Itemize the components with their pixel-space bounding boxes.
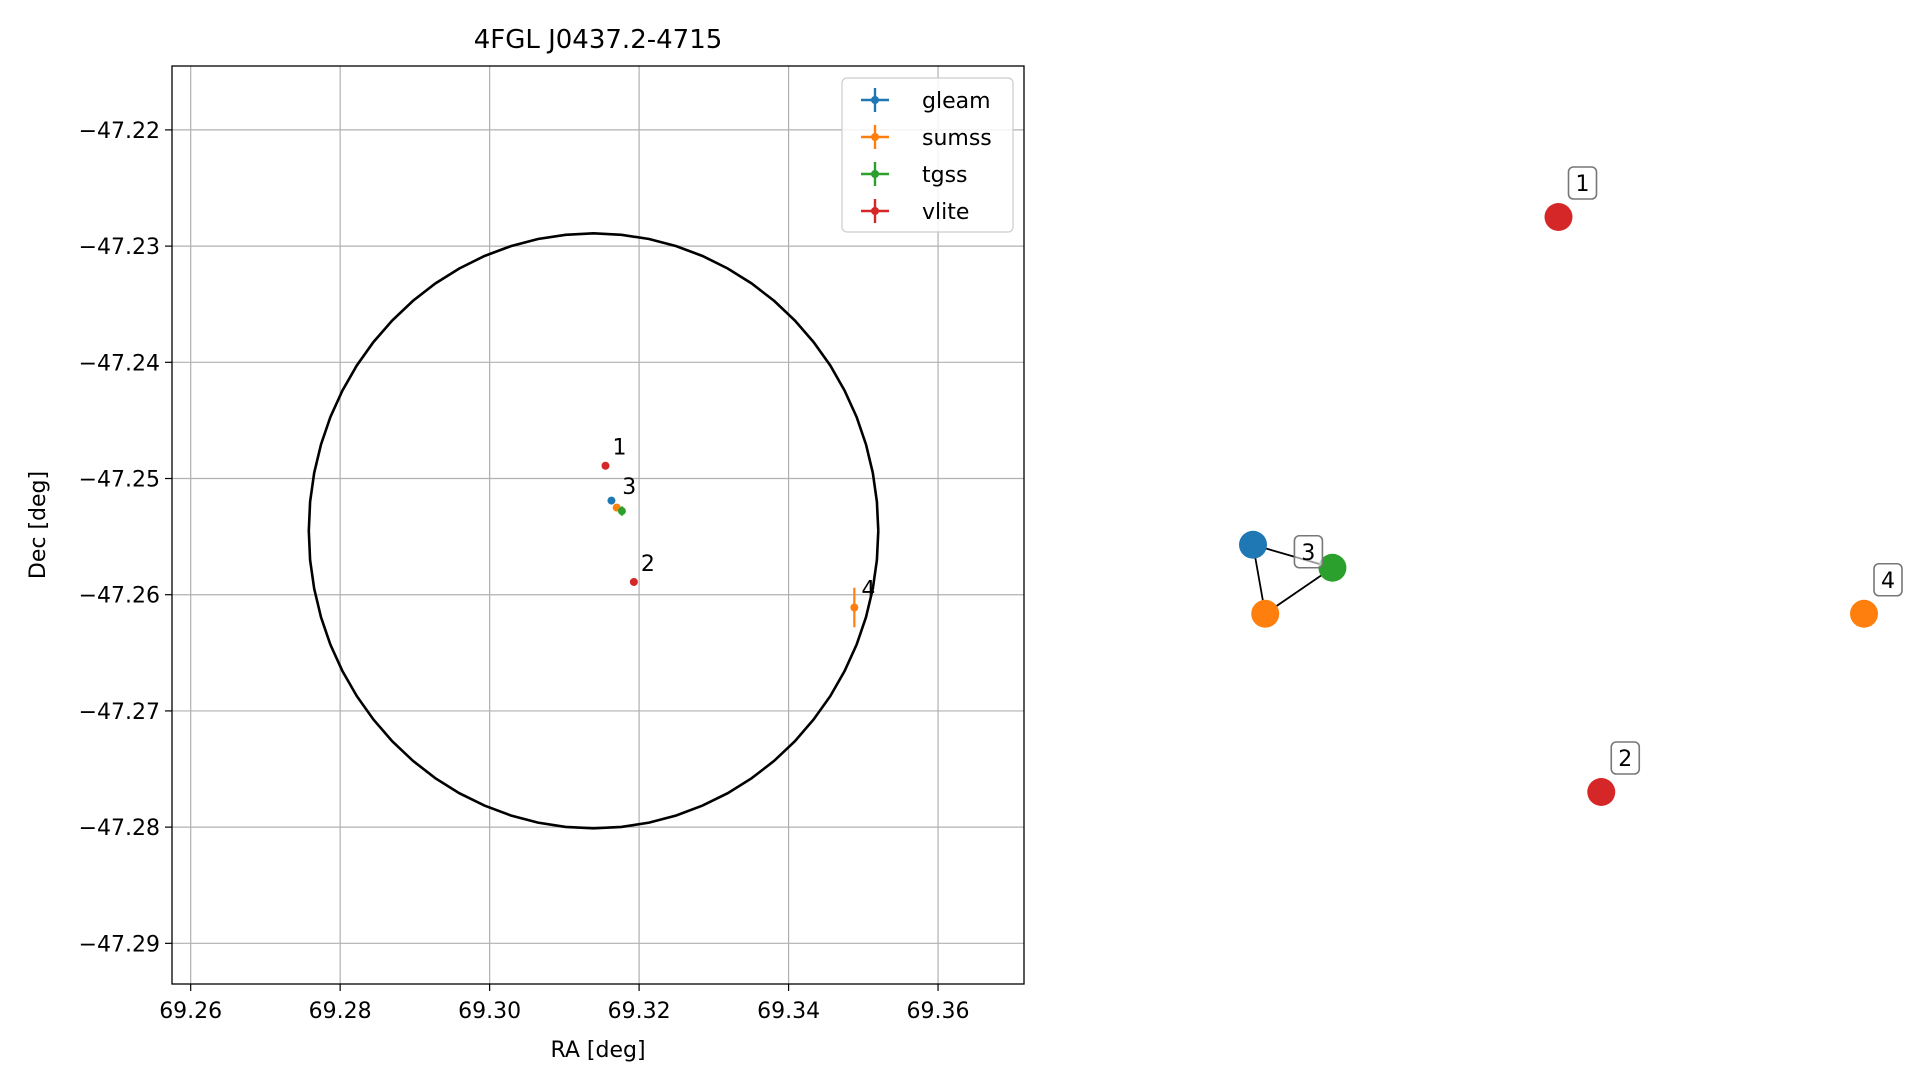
- y-tick-label: −47.24: [79, 351, 160, 376]
- legend-label: sumss: [922, 126, 992, 151]
- y-tick-label: −47.23: [79, 235, 160, 260]
- chart-title: 4FGL J0437.2-4715: [474, 25, 723, 55]
- legend-dot: [871, 96, 879, 104]
- graph-node-vlite-2: [1587, 778, 1616, 806]
- graph-label: 2: [1610, 741, 1641, 775]
- sumss-point: [850, 587, 859, 628]
- scatter-plot: 1 3 2 4 69.26 69.28 69.30 69.32 69.34 69.36 −47.…: [26, 25, 1025, 1063]
- x-tick-label: 69.30: [458, 999, 521, 1024]
- point-annotation: 4: [861, 578, 875, 603]
- x-tick-label: 69.32: [608, 999, 671, 1024]
- graph-label-box: [1567, 166, 1598, 200]
- y-axis-label: Dec [deg]: [26, 471, 51, 579]
- localization-ellipse: [307, 231, 880, 830]
- marker: [850, 603, 859, 612]
- network-graph: 1 3 4 2: [1239, 166, 1903, 806]
- legend: gleam sumss tgss vlite: [841, 77, 1014, 233]
- legend-dot: [871, 170, 879, 178]
- x-tick-label: 69.28: [309, 999, 372, 1024]
- legend-dot: [871, 133, 879, 141]
- y-tick-label: −47.26: [79, 584, 160, 609]
- legend-box: [841, 77, 1014, 233]
- graph-label: 3: [1293, 534, 1324, 569]
- point-annotation: 3: [622, 475, 636, 500]
- point-annotations: 1 3 2 4: [612, 436, 875, 603]
- legend-entry-tgss: tgss: [861, 162, 968, 188]
- graph-label-text: 3: [1301, 541, 1315, 566]
- graph-node-sumss-3: [1251, 599, 1280, 628]
- graph-node-vlite-1: [1544, 203, 1573, 231]
- legend-entry-sumss: sumss: [861, 125, 992, 151]
- y-tick-label: −47.27: [79, 700, 160, 725]
- point-annotation: 2: [641, 552, 655, 577]
- graph-label-text: 1: [1576, 172, 1590, 197]
- legend-entry-gleam: gleam: [861, 88, 991, 114]
- x-tick-label: 69.26: [159, 999, 222, 1024]
- graph-node-tgss-3: [1318, 553, 1347, 582]
- graph-labels: 1 3 4 2: [1293, 166, 1903, 775]
- legend-label: tgss: [922, 163, 968, 188]
- vlite-point: [601, 461, 610, 470]
- legend-dot: [871, 207, 879, 215]
- y-tick-label: −47.29: [79, 932, 160, 957]
- graph-label: 4: [1873, 562, 1903, 597]
- x-axis-label: RA [deg]: [550, 1038, 645, 1063]
- y-tick-label: −47.25: [79, 468, 160, 493]
- marker: [607, 496, 616, 505]
- data-points: [601, 461, 859, 628]
- legend-label: gleam: [922, 89, 991, 114]
- y-tick-label: −47.28: [79, 816, 160, 841]
- x-tick-label: 69.34: [757, 999, 820, 1024]
- graph-label: 1: [1567, 166, 1598, 200]
- point-annotation: 1: [612, 436, 626, 461]
- localization-circle: [307, 231, 880, 830]
- gleam-point: [607, 496, 616, 505]
- tgss-point: [617, 506, 626, 516]
- graph-nodes: [1239, 203, 1878, 806]
- graph-label-box: [1610, 741, 1641, 775]
- legend-label: vlite: [922, 200, 969, 225]
- graph-node-gleam-3: [1239, 530, 1267, 559]
- legend-entry-vlite: vlite: [861, 199, 969, 225]
- x-tick-label: 69.36: [907, 999, 970, 1024]
- marker: [601, 461, 610, 470]
- axes-frame: [171, 65, 1025, 985]
- vlite-point: [629, 577, 638, 586]
- y-tick-label: −47.22: [79, 119, 160, 144]
- graph-node-sumss-4: [1850, 599, 1878, 628]
- graph-label-box: [1873, 562, 1903, 597]
- graph-label-text: 4: [1881, 569, 1895, 594]
- marker: [617, 507, 626, 516]
- x-axis-ticks: 69.26 69.28 69.30 69.32 69.34 69.36: [159, 984, 970, 1024]
- y-axis-ticks: −47.22 −47.23 −47.24 −47.25 −47.26 −47.27 −47.…: [79, 119, 172, 957]
- graph-label-box: [1293, 534, 1324, 569]
- graph-label-text: 2: [1618, 747, 1632, 772]
- marker: [629, 577, 638, 586]
